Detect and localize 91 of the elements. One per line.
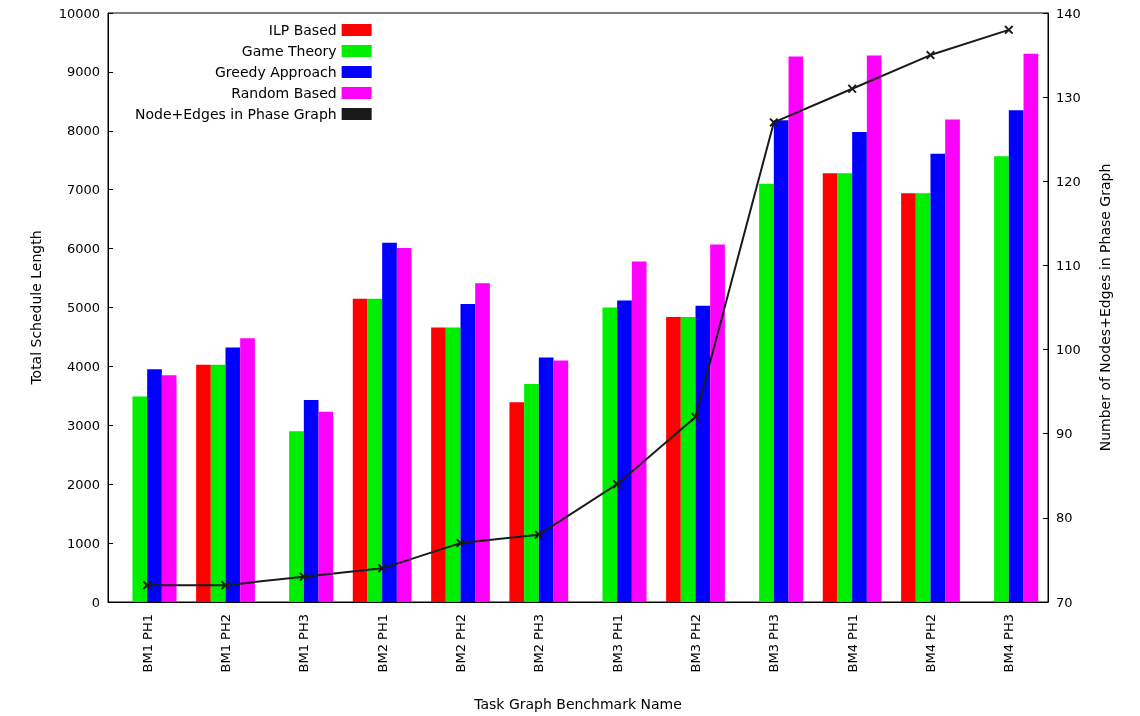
x-tick-label: BM4 PH2 <box>923 614 938 673</box>
bar <box>901 193 916 602</box>
x-tick-label: BM3 PH1 <box>609 614 625 673</box>
y2-tick-label: 70 <box>1056 594 1073 610</box>
y2-tick-label: 120 <box>1056 173 1081 189</box>
bar <box>631 261 647 602</box>
bar <box>147 369 162 602</box>
bar <box>945 119 960 602</box>
bar <box>161 375 177 602</box>
bar <box>509 402 525 602</box>
y2-tick-label: 130 <box>1056 89 1081 105</box>
bar <box>524 384 539 602</box>
bar <box>1023 53 1039 602</box>
point <box>142 580 152 590</box>
bar <box>1008 110 1024 602</box>
bar <box>132 396 148 602</box>
y-tick-label: 8000 <box>66 123 100 139</box>
bar <box>602 307 618 602</box>
x-tick-label: BM1 PH2 <box>218 614 233 673</box>
bar <box>915 193 931 602</box>
x-tick-label: BM2 PH3 <box>531 614 547 673</box>
y2-tick-label: 80 <box>1056 510 1073 526</box>
x-tick-label: BM2 PH2 <box>453 614 468 673</box>
bar <box>225 347 241 602</box>
y-axis-title: Total Schedule Length <box>28 230 44 386</box>
bar <box>318 411 334 602</box>
y2-tick-label: 110 <box>1056 257 1081 273</box>
point <box>612 479 622 489</box>
bar <box>475 283 490 602</box>
x-tick-label: BM3 PH2 <box>688 614 703 673</box>
x-tick-label: BM3 PH3 <box>766 614 782 673</box>
legend-label: Game Theory <box>241 43 337 59</box>
bar <box>553 360 569 602</box>
x-axis-title: Task Graph Benchmark Name <box>473 696 682 712</box>
bar <box>710 244 725 602</box>
bar <box>445 327 461 602</box>
x-tick-label: BM4 PH1 <box>844 614 860 673</box>
bar <box>352 298 368 602</box>
y-tick-label: 0 <box>91 594 100 610</box>
bar <box>680 316 696 602</box>
bar <box>930 153 946 602</box>
point <box>221 580 230 590</box>
y2-tick-label: 90 <box>1056 426 1073 442</box>
y-tick-label: 3000 <box>66 417 100 433</box>
y-tick-label: 6000 <box>66 241 100 257</box>
bar <box>852 131 867 602</box>
bar <box>617 300 632 602</box>
x-tick-label: BM2 PH1 <box>374 614 390 673</box>
bar <box>759 183 774 602</box>
bar <box>460 303 476 602</box>
bar <box>196 364 211 602</box>
bar <box>382 242 397 602</box>
y-tick-label: 9000 <box>66 64 100 80</box>
y-tick-label: 2000 <box>66 476 100 492</box>
y-tick-label: 10000 <box>58 5 100 21</box>
bar <box>788 56 804 602</box>
x-tick-label: BM4 PH3 <box>1001 614 1017 673</box>
bar <box>240 338 255 602</box>
y2-axis-title: Number of Nodes+Edges in Phase Graph <box>1097 163 1113 452</box>
bar <box>666 316 681 602</box>
bar <box>837 173 853 602</box>
y2-tick-label: 140 <box>1056 5 1081 21</box>
bar <box>289 431 304 602</box>
bar <box>431 327 446 602</box>
y2-tick-label: 100 <box>1056 342 1081 358</box>
bar <box>773 120 789 602</box>
bar <box>396 248 412 602</box>
bar <box>866 55 882 602</box>
point <box>377 563 387 573</box>
y-tick-label: 5000 <box>66 300 100 315</box>
point <box>299 572 309 582</box>
y-tick-label: 1000 <box>66 535 100 551</box>
bar <box>994 156 1009 602</box>
point <box>847 84 857 94</box>
bar <box>367 298 383 602</box>
x-tick-label: BM1 PH3 <box>296 614 312 673</box>
point <box>769 117 779 127</box>
bar <box>538 357 554 602</box>
legend-label: Node+Edges in Phase Graph <box>135 106 337 122</box>
legend-label: Greedy Approach <box>214 64 337 80</box>
y-tick-label: 7000 <box>66 182 100 198</box>
legend-label: Random Based <box>231 85 337 101</box>
point <box>1004 25 1014 35</box>
y-tick-label: 4000 <box>66 358 100 374</box>
point <box>534 530 544 540</box>
bar <box>695 305 711 602</box>
x-tick-label: BM1 PH1 <box>139 614 155 673</box>
bar <box>210 364 226 602</box>
bar <box>822 173 838 602</box>
bar <box>303 399 319 602</box>
legend-label: ILP Based <box>268 22 337 38</box>
